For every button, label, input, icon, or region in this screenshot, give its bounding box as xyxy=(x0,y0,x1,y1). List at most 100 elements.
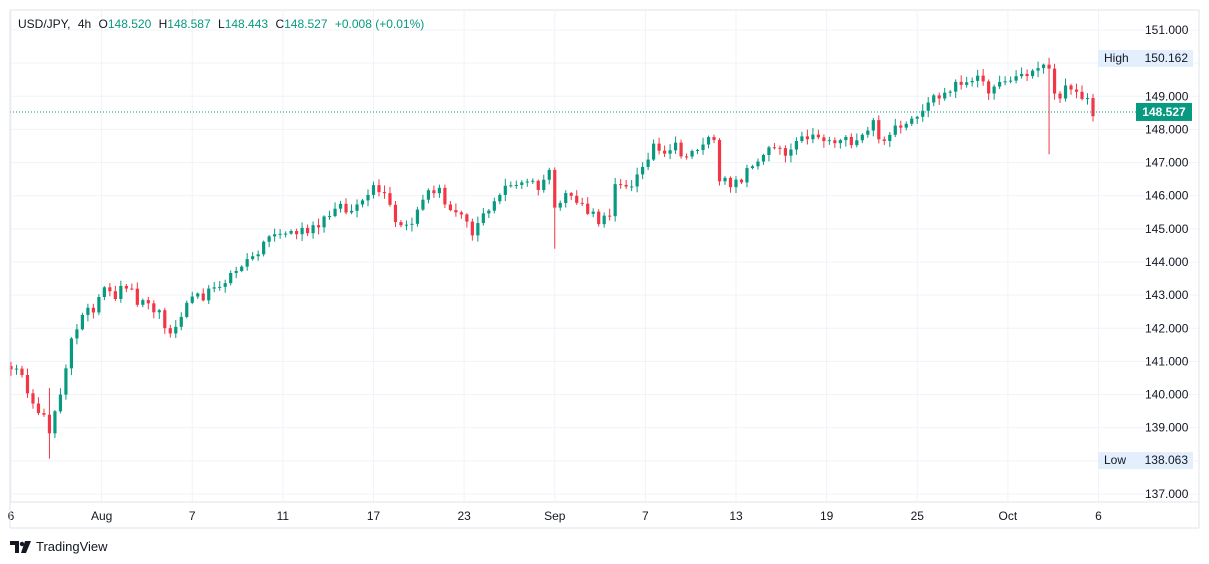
candle-body xyxy=(410,223,414,225)
candle-body xyxy=(267,236,271,242)
candle-body xyxy=(756,161,760,167)
candle-body xyxy=(591,211,595,214)
candle-body xyxy=(860,134,864,141)
y-tick-label: 144.000 xyxy=(1145,255,1189,269)
grid-lines xyxy=(10,10,1199,502)
candle-body xyxy=(816,134,820,138)
y-tick-label: 148.000 xyxy=(1145,122,1189,136)
candle-body xyxy=(20,368,24,376)
candle-body xyxy=(800,136,804,141)
candle-body xyxy=(245,259,249,267)
x-tick-label: 6 xyxy=(8,509,15,523)
candle-body xyxy=(987,81,991,94)
y-tick-label: 139.000 xyxy=(1145,421,1189,435)
candle-body xyxy=(256,254,260,257)
candle-body xyxy=(553,169,557,208)
symbol-name[interactable]: USD/JPY xyxy=(18,17,68,31)
y-tick-label: 137.000 xyxy=(1145,487,1189,501)
candle-body xyxy=(185,302,189,317)
low-marker-badge xyxy=(1098,452,1193,469)
candle-body xyxy=(608,215,612,217)
low-marker-value: 138.063 xyxy=(1145,453,1189,467)
price-axis[interactable]: 137.000138.000139.000140.000141.000142.0… xyxy=(1145,23,1189,501)
candle-body xyxy=(212,287,216,289)
candle-body xyxy=(14,368,19,370)
candle-body xyxy=(349,210,354,213)
candle-body xyxy=(542,179,546,190)
open-label: O xyxy=(98,17,108,31)
candle-body xyxy=(31,393,35,404)
candle-body xyxy=(871,120,875,131)
candle-body xyxy=(794,141,799,150)
candle-body xyxy=(520,182,524,185)
x-tick-label: 23 xyxy=(457,509,471,523)
candle-body xyxy=(723,177,727,182)
interval-label[interactable]: 4h xyxy=(77,17,92,31)
candle-body xyxy=(536,180,540,190)
candle-body xyxy=(646,159,650,167)
candle-body xyxy=(805,136,809,140)
candle-body xyxy=(174,326,178,334)
candle-body xyxy=(888,134,892,141)
y-tick-label: 151.000 xyxy=(1145,23,1189,37)
candle-body xyxy=(426,190,431,200)
candle-body xyxy=(509,185,513,187)
high-marker-label: High xyxy=(1104,51,1129,65)
candle-body xyxy=(635,174,639,187)
tradingview-brand[interactable]: TradingView xyxy=(10,539,108,554)
candle-body xyxy=(1041,64,1046,69)
x-tick-label: 7 xyxy=(189,509,196,523)
candle-body xyxy=(838,140,842,144)
candle-body xyxy=(948,91,952,93)
candle-body xyxy=(141,300,145,305)
low-marker-label: Low xyxy=(1104,453,1126,467)
candle-body xyxy=(959,81,963,85)
high-marker-value: 150.162 xyxy=(1145,51,1189,65)
time-axis[interactable]: 6 Aug 7 11 17 23 Sep 7 13 19 25 Oct 6 xyxy=(8,509,1102,523)
candle-body xyxy=(135,288,139,305)
candle-body xyxy=(597,211,601,225)
candle-body xyxy=(465,214,469,222)
candle-body xyxy=(558,202,562,208)
candle-body xyxy=(262,241,266,255)
candle-body xyxy=(575,195,579,203)
candle-body xyxy=(97,297,101,313)
candle-body xyxy=(448,204,452,211)
candle-body xyxy=(976,75,980,81)
candle-body xyxy=(322,216,326,228)
open-value: 148.520 xyxy=(107,17,152,31)
candle-body xyxy=(954,81,958,92)
high-value: 148.587 xyxy=(167,17,211,31)
candle-body xyxy=(9,366,13,370)
low-label: L xyxy=(218,17,225,31)
candle-body xyxy=(284,233,288,235)
candle-body xyxy=(695,150,700,152)
candle-body xyxy=(251,256,255,260)
candle-body xyxy=(580,202,584,204)
candle-body xyxy=(443,187,447,205)
candle-body xyxy=(514,184,518,186)
candle-body xyxy=(64,368,68,395)
x-tick-label: 17 xyxy=(367,509,381,523)
candle-body xyxy=(866,130,870,135)
candle-body xyxy=(240,266,244,271)
candle-body xyxy=(877,120,881,140)
candle-body xyxy=(717,140,722,182)
candle-body xyxy=(937,95,941,99)
x-tick-label: 11 xyxy=(277,509,290,523)
candle-body xyxy=(377,185,381,193)
candle-body xyxy=(547,169,551,180)
candle-body xyxy=(970,80,974,83)
candle-body xyxy=(295,231,299,235)
candle-body xyxy=(1025,73,1029,77)
candle-body xyxy=(481,213,485,224)
candle-body xyxy=(981,75,985,82)
candle-body xyxy=(476,223,480,236)
candle-body xyxy=(366,194,370,201)
candle-body xyxy=(91,307,95,313)
x-tick-label: 25 xyxy=(911,509,925,523)
candle-body xyxy=(652,143,656,160)
candle-body xyxy=(712,137,716,141)
candle-body xyxy=(289,231,293,234)
